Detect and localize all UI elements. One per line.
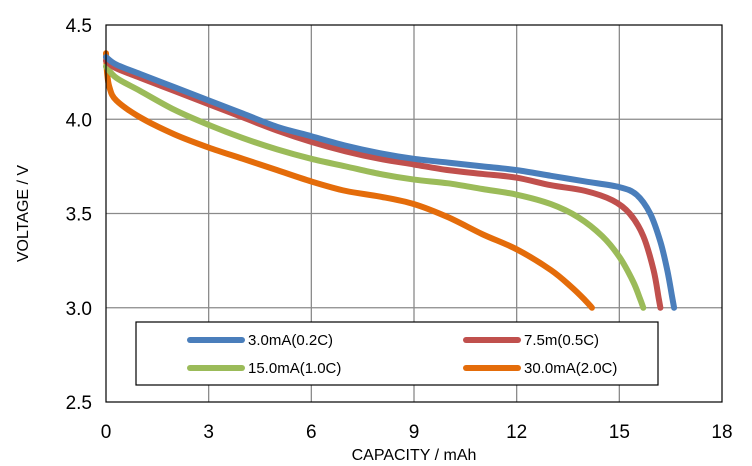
series-line-3 [103, 50, 595, 311]
x-tick-label: 12 [506, 422, 527, 443]
y-tick-label: 3.0 [66, 299, 92, 320]
y-tick-label: 4.0 [66, 110, 92, 131]
legend-box [135, 321, 659, 386]
x-tick-label: 3 [203, 422, 214, 443]
plot-frame [105, 24, 723, 403]
legend-label-0: 3.0mA(0.2C) [248, 332, 333, 349]
x-tick-label: 6 [306, 422, 317, 443]
y-tick-label: 3.5 [66, 205, 92, 226]
series-layer [103, 50, 678, 311]
legend-label-3: 30.0mA(2.0C) [524, 360, 617, 377]
x-tick-label: 0 [101, 422, 112, 443]
legend-label-2: 15.0mA(1.0C) [248, 360, 341, 377]
series-line-0 [103, 54, 678, 311]
legend-label-1: 7.5m(0.5C) [524, 332, 599, 349]
x-tick-label: 9 [409, 422, 420, 443]
x-tick-label: 18 [711, 422, 732, 443]
legend: 3.0mA(0.2C) 7.5m(0.5C) 15.0mA(1.0C) 30.0mA(… [135, 321, 659, 386]
x-axis-title: CAPACITY / mAh [352, 447, 477, 464]
y-axis-title: VOLTAGE / V [15, 165, 32, 263]
tick-label-layer: 0 3 6 9 12 15 18 2.5 3.0 3.5 4.0 4.5 [66, 16, 733, 443]
series-line-2 [103, 63, 647, 311]
series-line-1 [103, 57, 664, 311]
x-tick-label: 15 [609, 422, 630, 443]
y-tick-label: 4.5 [66, 16, 92, 37]
grid-layer [106, 25, 722, 402]
y-tick-label: 2.5 [66, 393, 92, 414]
